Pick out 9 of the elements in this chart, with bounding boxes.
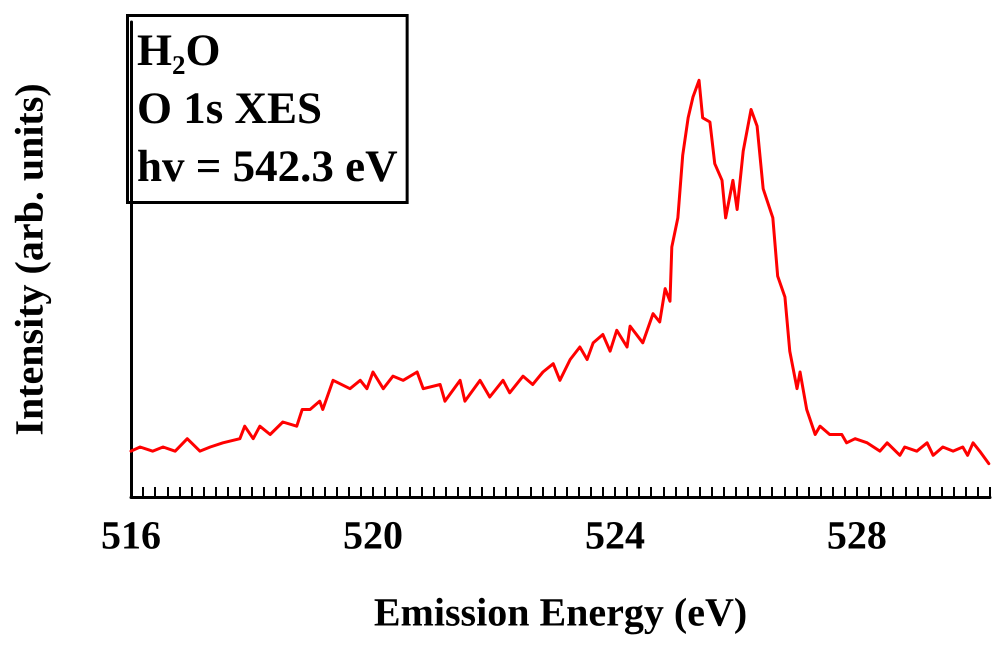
text: H₂O xyxy=(137,25,220,75)
y-axis-title: Intensity (arb. units) xyxy=(6,83,52,436)
annotation: hv = 542.3 eV xyxy=(137,141,398,191)
x-tick-label: 516 xyxy=(101,512,161,558)
x-tick-label: 528 xyxy=(826,512,887,558)
x-tick-label: 524 xyxy=(584,512,645,558)
x-axis-title: Emission Energy (eV) xyxy=(374,590,748,634)
annotation: O 1s XES xyxy=(137,83,322,133)
x-tick-label: 520 xyxy=(342,512,403,558)
